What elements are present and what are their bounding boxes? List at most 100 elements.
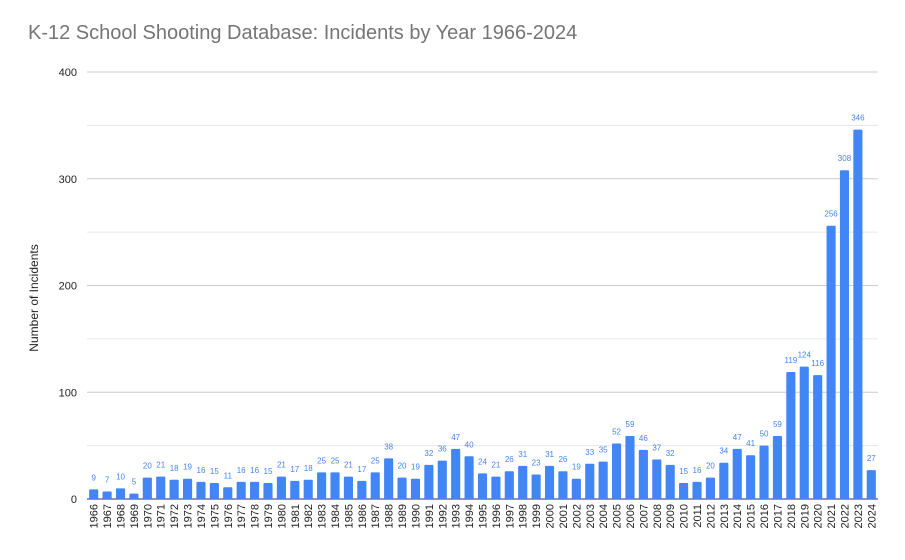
- data-label-1969: 5: [132, 478, 137, 487]
- y-axis-label: Number of Incidents: [27, 244, 41, 351]
- data-label-2005: 52: [612, 427, 621, 436]
- bar-1989: [397, 477, 407, 499]
- x-tick-label-1980: 1980: [276, 504, 288, 528]
- bar-1975: [209, 482, 219, 499]
- x-tick-label-2007: 2007: [638, 504, 650, 528]
- x-tick-label-2004: 2004: [598, 504, 610, 528]
- data-label-2014: 47: [733, 433, 742, 442]
- data-label-2000: 31: [545, 450, 554, 459]
- x-tick-label-1999: 1999: [531, 504, 543, 528]
- x-tick-label-1993: 1993: [451, 504, 463, 528]
- data-label-1988: 38: [384, 442, 393, 451]
- x-tick-label-1992: 1992: [437, 504, 449, 528]
- x-tick-label-2005: 2005: [612, 504, 624, 528]
- data-label-1971: 21: [156, 461, 165, 470]
- y-tick-label: 200: [59, 281, 77, 293]
- bar-1990: [410, 478, 421, 499]
- bar-1980: [276, 476, 286, 499]
- bar-2020: [813, 375, 823, 499]
- y-tick-label: 300: [59, 174, 77, 186]
- x-tick-label-1981: 1981: [290, 504, 302, 528]
- data-label-2024: 27: [867, 454, 876, 463]
- x-tick-label-2020: 2020: [813, 504, 825, 528]
- y-tick-label: 100: [59, 387, 77, 399]
- x-tick-label-1967: 1967: [102, 504, 114, 528]
- bar-2013: [719, 462, 729, 499]
- bar-1979: [263, 482, 273, 499]
- data-label-1968: 10: [116, 472, 125, 481]
- x-tick-label-1983: 1983: [317, 504, 329, 528]
- x-tick-label-1994: 1994: [464, 504, 476, 528]
- x-tick-label-1984: 1984: [330, 504, 342, 528]
- bar-1992: [437, 460, 447, 499]
- x-tick-label-2002: 2002: [571, 504, 583, 528]
- data-label-1978: 16: [250, 466, 259, 475]
- bar-1997: [504, 471, 514, 499]
- y-tick-label: 400: [59, 67, 77, 79]
- bar-2014: [732, 448, 742, 499]
- data-label-2004: 35: [599, 446, 608, 455]
- data-label-1990: 19: [411, 463, 420, 472]
- data-label-2012: 20: [706, 462, 715, 471]
- data-label-1984: 25: [331, 456, 340, 465]
- x-tick-label-2012: 2012: [705, 504, 717, 528]
- bar-2005: [612, 443, 622, 499]
- data-label-1979: 15: [264, 467, 273, 476]
- bar-1972: [169, 479, 179, 499]
- data-label-1995: 24: [478, 457, 487, 466]
- x-tick-label-1974: 1974: [196, 504, 208, 528]
- bar-2008: [652, 459, 662, 499]
- bar-1994: [464, 456, 474, 499]
- bar-2004: [598, 461, 608, 499]
- x-tick-label-1976: 1976: [223, 504, 235, 528]
- bar-1988: [384, 458, 394, 499]
- data-label-2022: 308: [838, 154, 852, 163]
- x-tick-label-1977: 1977: [236, 504, 248, 528]
- bar-1970: [142, 477, 152, 499]
- x-tick-label-2000: 2000: [545, 504, 557, 528]
- x-tick-label-1969: 1969: [129, 504, 141, 528]
- x-tick-label-2013: 2013: [719, 504, 731, 528]
- data-label-2010: 15: [679, 467, 688, 476]
- data-label-1986: 17: [357, 465, 366, 474]
- data-label-2019: 124: [798, 351, 812, 360]
- bar-1969: [129, 493, 139, 499]
- x-tick-label-2018: 2018: [786, 504, 798, 528]
- bar-2021: [826, 225, 836, 499]
- x-tick-label-1975: 1975: [209, 504, 221, 528]
- x-tick-label-1985: 1985: [343, 504, 355, 528]
- bar-1976: [223, 487, 233, 499]
- data-label-2016: 50: [760, 430, 769, 439]
- x-tick-label-2015: 2015: [746, 504, 758, 528]
- data-label-1972: 18: [170, 464, 179, 473]
- bar-2023: [853, 129, 863, 499]
- bar-2002: [571, 478, 581, 499]
- x-tick-label-1979: 1979: [263, 504, 275, 528]
- data-label-2003: 33: [585, 448, 594, 457]
- bar-1986: [357, 480, 367, 499]
- x-tick-label-2009: 2009: [665, 504, 677, 528]
- x-tick-label-1970: 1970: [142, 504, 154, 528]
- data-label-1994: 40: [465, 440, 474, 449]
- y-axis-ticks: 0 100 200 300 400: [59, 67, 77, 506]
- data-label-1983: 25: [317, 456, 326, 465]
- x-tick-label-2014: 2014: [732, 504, 744, 528]
- data-label-2018: 119: [784, 356, 797, 365]
- x-axis-ticks: 1966 1967 1968 1969 1970 1971 1972 1973 1974 1975…: [89, 504, 879, 528]
- data-label-1967: 7: [105, 476, 110, 485]
- x-tick-label-1966: 1966: [89, 504, 101, 528]
- data-label-2006: 59: [626, 420, 635, 429]
- data-label-1992: 36: [438, 445, 447, 454]
- x-tick-label-1997: 1997: [504, 504, 516, 528]
- data-label-1966: 9: [91, 473, 96, 482]
- x-tick-label-2001: 2001: [558, 504, 570, 528]
- bar-2024: [866, 470, 876, 499]
- bar-1968: [115, 488, 126, 499]
- data-label-1989: 20: [398, 462, 407, 471]
- x-tick-label-1972: 1972: [169, 504, 181, 528]
- data-label-2001: 26: [558, 455, 567, 464]
- bar-1984: [330, 472, 340, 499]
- data-label-1991: 32: [424, 449, 433, 458]
- x-tick-label-1998: 1998: [518, 504, 530, 528]
- x-tick-label-2022: 2022: [839, 504, 851, 528]
